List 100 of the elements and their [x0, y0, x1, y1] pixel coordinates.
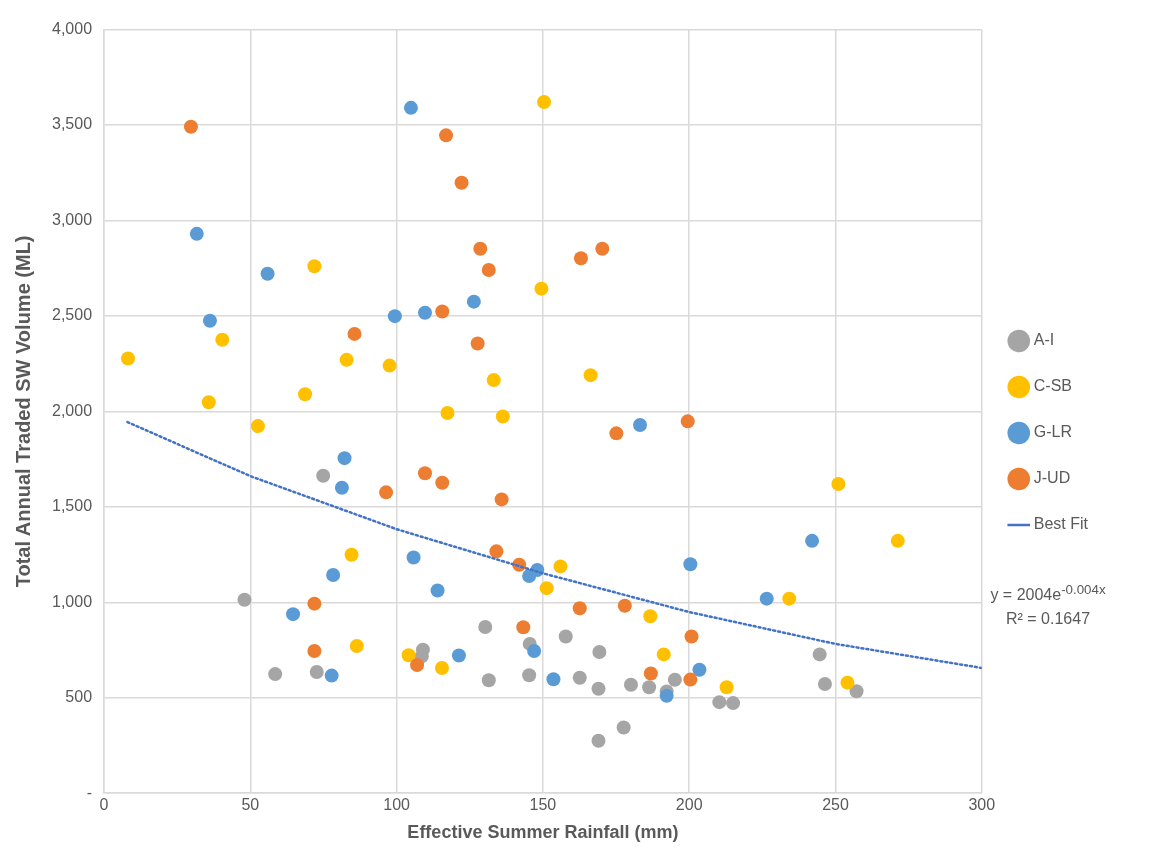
point	[495, 409, 510, 424]
legend-label: Best Fit	[1033, 515, 1089, 533]
point	[451, 648, 466, 663]
point	[439, 128, 454, 143]
point	[382, 358, 397, 373]
point	[470, 336, 485, 351]
point	[334, 480, 349, 495]
point	[434, 660, 449, 675]
point	[534, 281, 549, 296]
point	[435, 475, 450, 490]
point	[633, 417, 648, 432]
x-tick-label: 50	[241, 796, 260, 814]
point	[417, 466, 432, 481]
point	[183, 119, 198, 134]
point	[680, 414, 695, 429]
point	[189, 226, 204, 241]
point	[435, 304, 450, 319]
point	[430, 583, 445, 598]
point	[417, 305, 432, 320]
point	[643, 609, 658, 624]
point	[831, 476, 846, 491]
point	[817, 677, 832, 692]
point	[298, 387, 313, 402]
point	[347, 326, 362, 341]
point	[324, 668, 339, 683]
point	[546, 672, 561, 687]
point	[202, 313, 217, 328]
point	[344, 547, 359, 562]
text: y = 2004e$^{-0.004x}$	[989, 581, 1107, 606]
point	[121, 351, 136, 366]
point	[307, 259, 322, 274]
point	[849, 684, 864, 699]
legend-label: J-UD	[1033, 469, 1071, 487]
point	[307, 596, 322, 611]
y-tick-label: 2,500	[51, 306, 93, 324]
y-axis-title: Total Annual Traded SW Volume (ML)	[11, 235, 34, 588]
point	[339, 352, 354, 367]
point	[712, 695, 727, 710]
point	[572, 670, 587, 685]
point	[759, 591, 774, 606]
point	[473, 241, 488, 256]
point	[591, 681, 606, 696]
y-tick-label: 3,500	[51, 115, 93, 133]
point	[583, 368, 598, 383]
point	[616, 720, 631, 735]
point	[494, 492, 509, 507]
point	[486, 373, 501, 388]
y-tick-label: 500	[65, 688, 93, 706]
y-tick-label: 2,000	[51, 401, 93, 419]
point	[406, 550, 421, 565]
point	[527, 643, 542, 658]
point	[268, 667, 283, 682]
point	[410, 658, 425, 673]
point	[726, 696, 741, 711]
point	[387, 309, 402, 324]
x-tick-label: 250	[822, 796, 849, 814]
point	[215, 332, 230, 347]
y-tick-label: 4,000	[51, 20, 93, 38]
point	[260, 266, 275, 281]
point	[326, 568, 341, 582]
point	[478, 619, 493, 634]
point	[573, 251, 588, 266]
point	[349, 639, 364, 654]
point	[522, 668, 537, 683]
point	[516, 620, 531, 635]
point	[403, 100, 418, 115]
text: R² = 0.1647	[1004, 609, 1092, 630]
point	[489, 544, 504, 559]
legend-label: A-I	[1033, 331, 1055, 349]
point	[401, 648, 416, 663]
point	[572, 601, 587, 616]
point	[683, 672, 698, 687]
point	[719, 680, 734, 695]
point	[286, 607, 301, 622]
point	[481, 262, 496, 277]
y-tick-label: 1,500	[51, 497, 93, 515]
point	[642, 680, 657, 695]
point	[805, 533, 820, 548]
legend-label: G-LR	[1033, 423, 1072, 441]
point	[454, 175, 469, 190]
point	[316, 468, 331, 483]
point	[553, 559, 568, 574]
point	[537, 94, 552, 109]
legend-label: C-SB	[1033, 377, 1072, 395]
point	[250, 419, 265, 434]
point	[307, 643, 322, 658]
x-tick-label: 150	[529, 796, 557, 814]
point	[890, 533, 905, 548]
point	[643, 666, 658, 681]
point	[591, 733, 606, 748]
point	[309, 664, 324, 679]
point	[683, 557, 698, 572]
point	[379, 485, 394, 500]
x-axis-title: Effective Summer Rainfall (mm)	[407, 822, 679, 843]
point	[481, 673, 496, 688]
point	[659, 688, 674, 703]
point	[201, 395, 216, 410]
point	[623, 677, 638, 692]
x-tick-label: 300	[968, 796, 996, 814]
point	[466, 294, 481, 309]
